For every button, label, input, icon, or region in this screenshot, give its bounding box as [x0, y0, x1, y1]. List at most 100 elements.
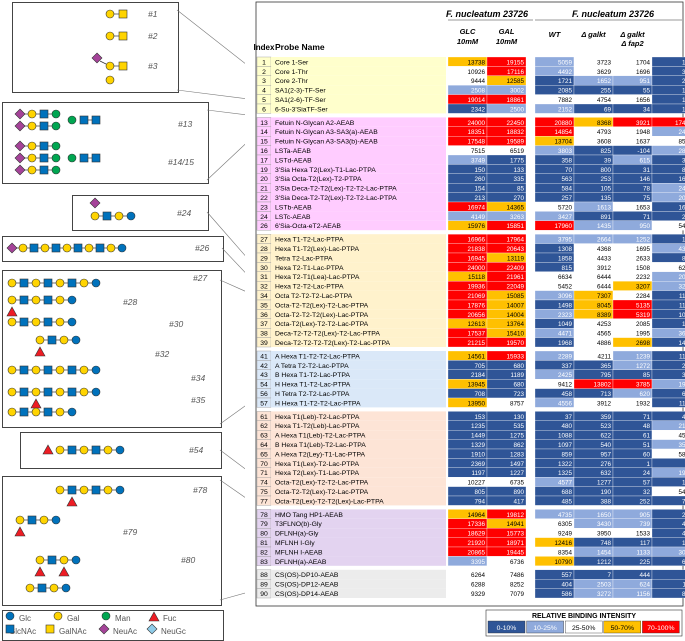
probe-cell — [271, 509, 446, 519]
fuc-triangle-icon — [58, 566, 70, 577]
gal-circle-icon — [51, 515, 61, 525]
value-label: 219 — [678, 423, 685, 430]
probe-cell — [271, 411, 446, 421]
column-subheader-0: 10mM — [457, 37, 479, 46]
heatmap-cell — [651, 528, 685, 538]
gal-circle-icon — [115, 485, 125, 495]
value-label: 12416 — [554, 540, 572, 547]
value-label: 13119 — [507, 255, 525, 262]
heatmap-cell — [651, 518, 685, 529]
value-label: 21920 — [467, 540, 485, 547]
value-label: 160 — [678, 176, 685, 183]
value-label: 15976 — [467, 223, 485, 230]
value-label: 523 — [600, 423, 611, 430]
value-label: 950 — [639, 223, 650, 230]
gal-circle-icon — [67, 317, 77, 327]
value-label: 146 — [639, 176, 650, 183]
connector-line — [176, 9, 245, 64]
value-label: 458 — [561, 391, 572, 398]
value-label: 2664 — [597, 237, 612, 244]
value-label: 13738 — [467, 59, 485, 66]
value-label: 13 — [682, 237, 685, 244]
value-label: 71 — [643, 214, 651, 221]
value-label: 44 — [682, 414, 685, 421]
value-label: 3608 — [597, 139, 612, 146]
heatmap-cell — [486, 495, 527, 506]
neugc-diamond-icon — [146, 623, 158, 635]
probe-cell — [271, 75, 446, 86]
probe-cell — [271, 271, 446, 282]
value-label: 40 — [682, 531, 685, 538]
probe-name-header: Probe Name — [275, 42, 325, 52]
probe-cell — [271, 528, 446, 538]
glc-circle-icon — [5, 611, 15, 621]
gal-circle-icon — [51, 141, 61, 151]
connector-line — [219, 479, 245, 498]
probe-cell — [271, 588, 446, 598]
value-label: 13950 — [467, 400, 485, 407]
value-label: 586 — [561, 591, 572, 598]
probe-cell — [271, 136, 446, 146]
value-label: 905 — [639, 512, 650, 519]
value-label: 3803 — [558, 148, 573, 155]
value-label: 85 — [517, 186, 525, 193]
value-label: 257 — [561, 195, 572, 202]
value-label: 680 — [513, 382, 524, 389]
connector-line — [219, 279, 245, 292]
value-label: 480 — [561, 423, 572, 430]
value-label: 3263 — [510, 214, 525, 221]
probe-cell — [271, 569, 446, 580]
connector-line — [176, 89, 245, 99]
gal-circle-icon — [115, 445, 125, 455]
value-label: 75 — [643, 195, 651, 202]
probe-name: H Hexa T1-T2-T2-Lac-PTPA — [275, 400, 361, 407]
row-index: 2 — [262, 69, 266, 76]
value-label: 1322 — [558, 461, 573, 468]
probe-name: LSTb-AEAB — [275, 204, 312, 211]
gal-circle-icon — [53, 611, 63, 621]
value-label: 2232 — [636, 274, 651, 281]
row-index: 30 — [260, 265, 268, 272]
row-index: 41 — [260, 353, 268, 360]
value-label: 632 — [600, 470, 611, 477]
value-label: 61 — [643, 433, 651, 440]
value-label: 18351 — [467, 129, 485, 136]
probe-cell — [271, 420, 446, 431]
gal-circle-icon — [67, 407, 77, 417]
value-label: 246 — [678, 129, 685, 136]
value-label: 3272 — [597, 591, 612, 598]
value-label: 85 — [643, 372, 651, 379]
legend-label: 50-70% — [611, 625, 634, 632]
value-label: 7515 — [471, 148, 486, 155]
glycan-box-core: #1 #2 #3 — [12, 2, 179, 93]
row-index: 35 — [260, 302, 268, 309]
probe-cell — [271, 262, 446, 272]
row-index: 65 — [260, 451, 268, 458]
group1-title: F. nucleatum 23726 — [446, 9, 529, 19]
probe-cell — [271, 145, 446, 155]
value-label: 739 — [639, 521, 650, 528]
row-index: 16 — [260, 148, 268, 155]
heatmap-cell — [486, 220, 527, 231]
probe-name: Deca-T2-T2-T2(Lex)-T2-Lac-PTPA — [275, 331, 380, 338]
glycan-label-24: #24 — [177, 208, 192, 218]
probe-name: Core 1-Ser — [275, 59, 309, 66]
value-label: 55 — [643, 88, 651, 95]
value-label: 16974 — [467, 204, 485, 211]
value-label: 337 — [561, 363, 572, 370]
probe-name: CS(OS)-DP10-AEAB — [275, 572, 339, 579]
value-label: 30 — [682, 69, 685, 76]
value-label: 169 — [678, 204, 685, 211]
gal-circle-icon — [61, 583, 71, 593]
value-label: 2508 — [471, 88, 486, 95]
value-label: 688 — [561, 489, 572, 496]
row-index: 23 — [260, 204, 268, 211]
value-label: 805 — [474, 489, 485, 496]
glycan-label-35: #35 — [191, 395, 206, 405]
value-label: 208 — [678, 274, 685, 281]
row-index: 74 — [260, 480, 268, 487]
neuac-diamond-icon — [14, 164, 26, 176]
row-index: 1 — [262, 59, 266, 66]
row-index: 6 — [262, 106, 266, 113]
value-label: 26 — [682, 363, 685, 370]
